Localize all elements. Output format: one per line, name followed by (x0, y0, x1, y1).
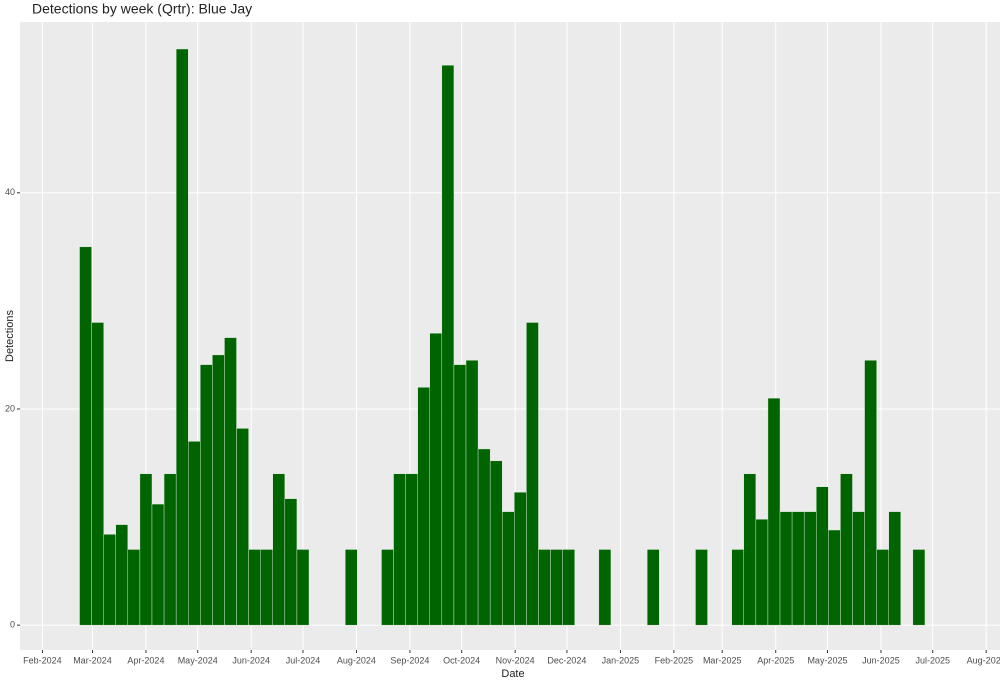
x-tick-label: May-2025 (807, 655, 847, 665)
y-axis-label: Detections (4, 310, 16, 362)
x-tick-label: Feb-2024 (23, 655, 62, 665)
x-tick-label: Dec-2024 (547, 655, 586, 665)
bar (163, 473, 177, 626)
x-tick-label: May-2024 (178, 655, 218, 665)
bar (345, 549, 358, 626)
bar (514, 491, 527, 626)
x-tick-label: Jul-2024 (286, 655, 321, 665)
bar (779, 511, 793, 626)
bar (248, 549, 261, 626)
x-tick-label: Mar-2025 (703, 655, 742, 665)
x-tick-label: Sep-2024 (390, 655, 429, 665)
bar (502, 511, 515, 626)
bar (200, 364, 213, 626)
bar (212, 354, 225, 626)
x-tick-label: Apr-2024 (127, 655, 164, 665)
bar (888, 511, 901, 626)
x-tick-label: Jun-2024 (232, 655, 270, 665)
bar (236, 428, 249, 626)
y-tick-label: 0 (10, 620, 15, 630)
bar (864, 360, 877, 626)
x-tick-label: Oct-2024 (443, 655, 480, 665)
bar (393, 473, 406, 626)
bar (489, 460, 503, 626)
bar (188, 441, 201, 626)
x-tick-label: Feb-2025 (655, 655, 694, 665)
x-axis-label: Date (501, 668, 524, 680)
bar (465, 360, 479, 626)
y-tick-label: 40 (5, 187, 15, 197)
y-tick-label: 20 (5, 403, 15, 413)
bar (453, 364, 467, 626)
bar (103, 534, 116, 626)
bar (538, 549, 551, 626)
bar (550, 549, 563, 626)
x-tick-label: Jan-2025 (602, 655, 640, 665)
bar (175, 48, 189, 626)
bar (115, 524, 129, 626)
bar (284, 498, 298, 626)
chart-title: Detections by week (Qrtr): Blue Jay (32, 1, 252, 17)
bar (912, 549, 926, 626)
bar (151, 503, 165, 626)
bar (695, 549, 708, 626)
x-tick-label: Mar-2024 (73, 655, 112, 665)
bar (598, 549, 612, 626)
bar (429, 333, 443, 626)
bar (803, 511, 817, 626)
x-tick-label: Jun-2025 (862, 655, 900, 665)
bar (526, 322, 539, 626)
bar (731, 549, 744, 626)
bar (79, 246, 92, 626)
bar (381, 549, 394, 626)
bar (876, 549, 889, 626)
bar (840, 473, 853, 626)
bar (755, 519, 769, 626)
bar (477, 448, 491, 626)
bar (562, 549, 575, 626)
bar (127, 549, 141, 626)
bar (224, 337, 237, 626)
bar (816, 486, 829, 626)
bar (417, 387, 430, 626)
bar (743, 473, 757, 626)
x-tick-label: Aug-2024 (337, 655, 376, 665)
x-tick-label: Jul-2025 (915, 655, 950, 665)
bar (852, 511, 865, 626)
bar (405, 473, 418, 626)
bar (646, 549, 660, 626)
bar (272, 473, 286, 626)
bar (139, 473, 153, 626)
x-tick-label: Nov-2024 (496, 655, 535, 665)
bar (296, 549, 310, 626)
bar (91, 322, 104, 626)
bar (767, 397, 781, 626)
bar (828, 529, 841, 626)
x-tick-label: Aug-2025 (967, 655, 1000, 665)
x-tick-label: Apr-2025 (757, 655, 794, 665)
bar (791, 511, 805, 626)
bar (260, 549, 273, 626)
bar (441, 65, 455, 626)
